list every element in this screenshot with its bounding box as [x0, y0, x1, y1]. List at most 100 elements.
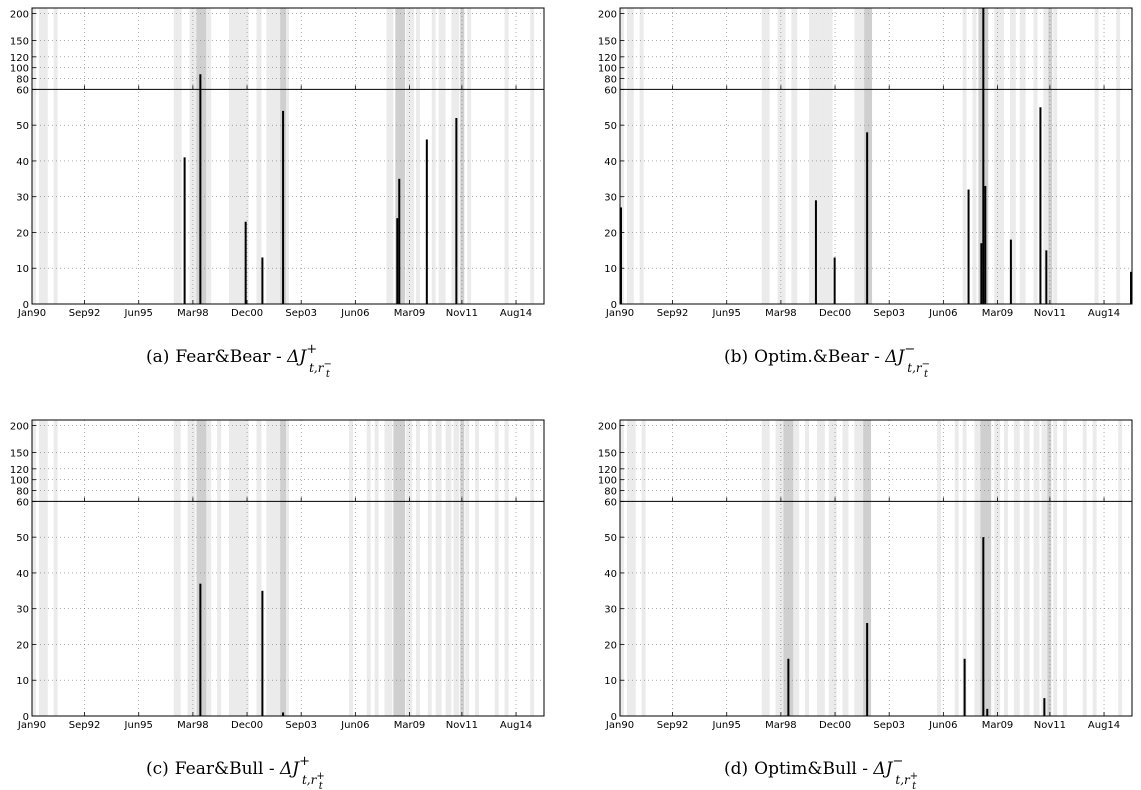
shade-light-15 — [406, 420, 413, 716]
caption-c-subsub: t — [319, 781, 324, 790]
bar-0 — [199, 583, 202, 716]
ytick-label-11: 200 — [10, 421, 29, 432]
bar-3 — [982, 537, 985, 716]
ytick-label-10: 150 — [598, 449, 617, 460]
caption-a-tag: (a) — [146, 347, 169, 367]
ytick-label-11: 200 — [10, 9, 29, 20]
caption-c: (c) Fear&Bull - ΔJ+ t,r+ t — [146, 754, 325, 790]
ytick-label-4: 40 — [604, 157, 617, 168]
ytick-label-9: 120 — [598, 465, 617, 476]
xtick-label-3: Mar98 — [177, 308, 209, 319]
xtick-label-4: Dec00 — [231, 720, 263, 731]
shade-light-19 — [1033, 420, 1040, 716]
caption-c-delta: ΔJ — [279, 759, 300, 779]
xtick-label-9: Aug14 — [500, 720, 532, 731]
caption-c-label: Fear&Bull - — [175, 759, 280, 779]
shade-light-2 — [639, 8, 644, 304]
xtick-label-8: Nov11 — [446, 720, 478, 731]
shade-light-15 — [994, 420, 1001, 716]
ytick-label-1: 10 — [16, 676, 29, 687]
caption-b-tag: (b) — [724, 347, 748, 367]
shade-light-6 — [217, 420, 222, 716]
bar-0 — [787, 658, 790, 716]
shade-light-18 — [435, 420, 442, 716]
shade-light-12 — [366, 420, 371, 716]
caption-d-sub: t,r — [895, 773, 911, 787]
xtick-label-0: Jan90 — [17, 308, 46, 319]
xtick-label-2: Jun95 — [712, 308, 741, 319]
caption-a-sub: t,r — [309, 361, 325, 375]
caption-c-subsup: + — [316, 771, 324, 782]
ytick-label-10: 150 — [598, 37, 617, 48]
bar-1 — [261, 590, 264, 716]
xtick-label-6: Jun06 — [928, 720, 957, 731]
xtick-label-5: Sep03 — [285, 308, 317, 319]
ytick-label-7: 80 — [16, 75, 29, 86]
shade-dark-1 — [863, 420, 872, 716]
bar-5 — [396, 218, 399, 304]
bar-6 — [982, 8, 985, 304]
bar-7 — [425, 139, 428, 304]
caption-c-sub: t,r — [302, 773, 318, 787]
xtick-label-9: Aug14 — [500, 308, 532, 319]
shade-light-20 — [453, 420, 460, 716]
shade-light-10 — [972, 8, 977, 304]
caption-c-sup: + — [299, 754, 310, 769]
bar-3 — [866, 132, 869, 304]
xtick-label-7: Mar09 — [394, 720, 426, 731]
shade-light-22 — [1063, 420, 1068, 716]
xtick-label-8: Nov11 — [1034, 720, 1066, 731]
ytick-label-5: 50 — [16, 533, 29, 544]
xtick-label-1: Sep92 — [69, 720, 101, 731]
shade-light-5 — [793, 420, 800, 716]
shade-light-2 — [53, 420, 58, 716]
bar-5 — [980, 243, 983, 304]
shade-light-10 — [286, 420, 289, 716]
xtick-label-2: Jun95 — [124, 308, 153, 319]
xtick-label-3: Mar98 — [765, 720, 797, 731]
xtick-label-5: Sep03 — [285, 720, 317, 731]
shade-light-12 — [1009, 8, 1016, 304]
bar-1 — [814, 200, 817, 304]
bar-2 — [282, 712, 285, 716]
shade-light-11 — [994, 8, 1004, 304]
xtick-label-7: Mar09 — [394, 308, 426, 319]
shade-light-2 — [53, 8, 58, 304]
shade-dark-0 — [783, 420, 794, 716]
ytick-label-0: 0 — [23, 712, 29, 723]
bar-9 — [1039, 107, 1042, 305]
ytick-label-3: 30 — [16, 605, 29, 616]
ytick-label-1: 10 — [604, 676, 617, 687]
xtick-label-2: Jun95 — [124, 720, 153, 731]
shade-light-14 — [974, 420, 981, 716]
xtick-label-9: Aug14 — [1088, 308, 1120, 319]
shade-dark-0 — [196, 420, 207, 716]
shade-light-3 — [761, 8, 770, 304]
shade-light-17 — [504, 8, 509, 304]
shade-light-18 — [1023, 420, 1030, 716]
ytick-label-4: 40 — [16, 569, 29, 580]
xtick-label-6: Jun06 — [340, 720, 369, 731]
ytick-label-9: 120 — [10, 465, 29, 476]
bar-1 — [866, 623, 869, 716]
shade-light-13 — [962, 420, 967, 716]
shade-light-4 — [775, 420, 784, 716]
caption-a-delta: ΔJ — [286, 347, 307, 367]
shade-light-24 — [504, 420, 509, 716]
shade-light-6 — [228, 8, 249, 304]
bar-7 — [984, 185, 987, 304]
shade-light-10 — [386, 8, 394, 304]
shade-light-0 — [620, 8, 624, 304]
ytick-label-3: 30 — [604, 193, 617, 204]
ytick-label-11: 200 — [598, 421, 617, 432]
shade-light-1 — [38, 420, 48, 716]
xtick-label-1: Sep92 — [657, 308, 689, 319]
xtick-label-4: Dec00 — [819, 308, 851, 319]
ytick-label-6: 60 — [604, 85, 617, 96]
xtick-label-8: Nov11 — [1034, 308, 1066, 319]
ytick-label-9: 120 — [10, 53, 29, 64]
ytick-label-4: 40 — [16, 157, 29, 168]
xtick-label-5: Sep03 — [873, 308, 905, 319]
